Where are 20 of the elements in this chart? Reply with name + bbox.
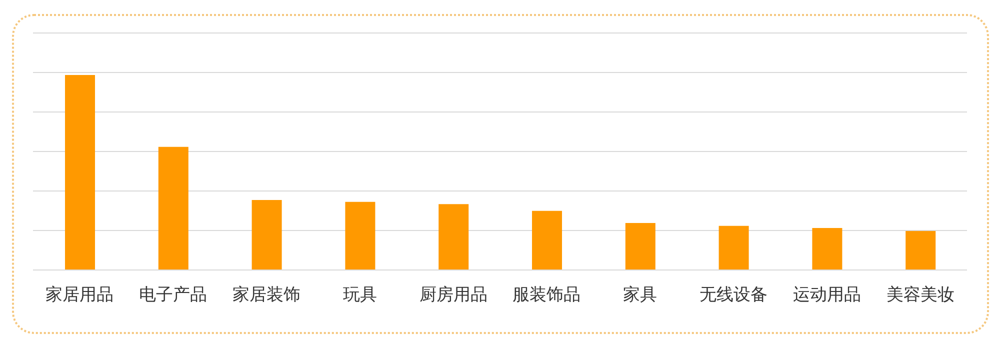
bar	[252, 200, 282, 270]
bar	[532, 210, 562, 270]
bar	[158, 146, 188, 270]
bar	[345, 202, 376, 270]
x-tick-label: 运动用品	[792, 285, 861, 306]
x-tick-label: 家具	[623, 285, 658, 306]
x-tick-label: 服装饰品	[512, 285, 581, 306]
bar	[812, 228, 842, 270]
bar	[65, 74, 95, 270]
x-tick-label: 家居用品	[46, 285, 114, 306]
x-tick-label: 家居装饰	[232, 285, 300, 306]
x-tick-label: 厨房用品	[419, 285, 488, 306]
bar	[438, 204, 469, 270]
x-tick-label: 无线设备	[700, 285, 768, 306]
x-tick-label: 美容美妆	[886, 285, 954, 306]
bar	[718, 226, 749, 270]
bar	[906, 230, 936, 270]
x-tick-label: 玩具	[342, 285, 377, 306]
x-tick-label: 电子产品	[139, 285, 208, 306]
bar	[625, 222, 656, 270]
